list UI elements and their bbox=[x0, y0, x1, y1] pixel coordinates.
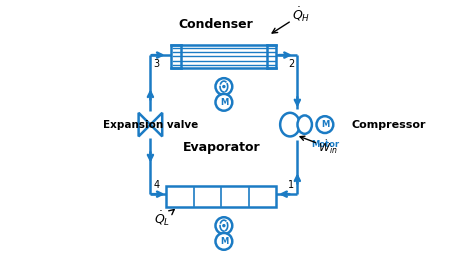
Text: 2: 2 bbox=[288, 59, 294, 69]
Text: Motor: Motor bbox=[311, 140, 339, 148]
Text: $\dot{Q}_L$: $\dot{Q}_L$ bbox=[155, 210, 174, 228]
Circle shape bbox=[223, 225, 225, 227]
Ellipse shape bbox=[280, 113, 300, 136]
Bar bbox=[166, 186, 276, 207]
Polygon shape bbox=[138, 113, 150, 136]
Text: $\dot{W}_{in}$: $\dot{W}_{in}$ bbox=[300, 136, 338, 156]
Circle shape bbox=[216, 94, 232, 111]
Circle shape bbox=[317, 116, 333, 133]
Bar bbox=[172, 45, 276, 68]
Text: Expansion valve: Expansion valve bbox=[103, 120, 199, 130]
Text: M: M bbox=[220, 237, 228, 246]
Circle shape bbox=[216, 233, 232, 250]
Text: M: M bbox=[321, 120, 329, 129]
Text: 4: 4 bbox=[154, 180, 160, 190]
Circle shape bbox=[216, 217, 232, 234]
Circle shape bbox=[223, 86, 225, 88]
Text: M: M bbox=[220, 98, 228, 107]
Text: Compressor: Compressor bbox=[351, 120, 426, 130]
Ellipse shape bbox=[298, 115, 312, 134]
Text: 1: 1 bbox=[288, 180, 294, 190]
Text: 3: 3 bbox=[154, 59, 160, 69]
Text: Evaporator: Evaporator bbox=[182, 141, 260, 154]
Text: $\dot{Q}_H$: $\dot{Q}_H$ bbox=[272, 5, 310, 33]
Text: Condenser: Condenser bbox=[179, 18, 254, 31]
Circle shape bbox=[216, 78, 232, 95]
Polygon shape bbox=[150, 113, 162, 136]
